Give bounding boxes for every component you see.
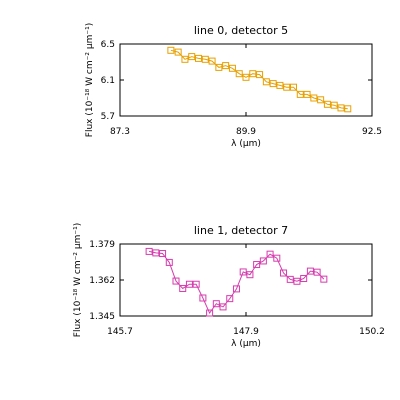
data-point-marker (310, 94, 318, 102)
data-point-marker (280, 269, 288, 277)
data-point-marker (317, 96, 325, 104)
data-point-marker (201, 55, 209, 63)
data-point-marker (192, 280, 200, 288)
data-point-marker (239, 268, 247, 276)
chart-panel-detector-7: line 1, detector 7 1.379 1.362 1.345 145… (73, 223, 385, 349)
y-axis-label: Flux (10⁻¹⁸ W cm⁻² μm⁻¹) (85, 23, 95, 137)
data-point-marker (330, 101, 338, 109)
x-axis-label: λ (μm) (231, 139, 261, 149)
data-point-marker (215, 63, 223, 71)
y-tick-label: 6.1 (101, 76, 115, 86)
data-point-marker (344, 105, 352, 113)
y-tick-label: 1.362 (89, 276, 115, 286)
data-point-marker (188, 53, 196, 61)
chart-title: line 1, detector 7 (194, 224, 288, 237)
data-point-marker (286, 275, 294, 283)
data-point-marker (266, 250, 274, 258)
data-point-marker (206, 309, 214, 317)
series-marks (119, 243, 373, 317)
data-point-marker (313, 268, 321, 276)
y-tick-label: 1.345 (89, 312, 115, 322)
data-point-marker (306, 267, 314, 275)
y-tick-label: 5.7 (101, 112, 115, 122)
y-axis-label: Flux (10⁻¹⁸ W cm⁻² μm⁻¹) (73, 223, 83, 337)
data-point-marker (179, 284, 187, 292)
data-point-marker (273, 254, 281, 262)
chart-title: line 0, detector 5 (194, 24, 288, 37)
series-line (170, 49, 348, 110)
plot-frame (119, 243, 373, 317)
series-line (149, 250, 325, 315)
data-point-marker (300, 275, 308, 283)
data-point-marker (212, 300, 220, 308)
series-marks (119, 43, 373, 117)
x-axis-label: λ (μm) (231, 339, 261, 349)
data-point-marker (226, 295, 234, 303)
x-tick-label: 150.2 (359, 327, 385, 337)
data-point-marker (242, 73, 250, 81)
data-point-marker (259, 257, 267, 265)
x-tick-label: 89.9 (236, 127, 256, 137)
data-point-marker (181, 55, 189, 63)
data-point-marker (253, 261, 261, 269)
y-tick-label: 6.5 (101, 40, 115, 50)
data-point-marker (232, 285, 240, 293)
data-point-marker (219, 303, 227, 311)
data-point-marker (199, 294, 207, 302)
data-point-marker (185, 280, 193, 288)
data-point-marker (276, 81, 284, 89)
data-point-marker (222, 62, 230, 70)
data-point-marker (172, 277, 180, 285)
data-point-marker (152, 249, 160, 257)
data-point-marker (235, 70, 243, 78)
data-point-marker (167, 46, 175, 54)
x-tick-label: 92.5 (362, 127, 382, 137)
data-point-marker (256, 71, 264, 79)
data-point-marker (262, 78, 270, 86)
data-point-marker (303, 90, 311, 98)
data-point-marker (289, 83, 297, 91)
data-point-marker (228, 64, 236, 72)
data-point-marker (249, 70, 257, 78)
data-point-marker (174, 48, 182, 56)
x-tick-label: 147.9 (233, 327, 259, 337)
data-point-marker (269, 80, 277, 88)
data-point-marker (246, 271, 254, 279)
x-tick-label: 87.3 (110, 127, 130, 137)
data-point-marker (323, 100, 331, 108)
chart-panel-detector-5: line 0, detector 5 6.5 6.1 5.7 87.3 89.9… (85, 23, 382, 149)
data-point-marker (165, 258, 173, 266)
data-point-marker (337, 104, 345, 112)
data-point-marker (195, 54, 203, 62)
data-point-marker (296, 90, 304, 98)
data-point-marker (293, 277, 301, 285)
data-point-marker (159, 250, 167, 258)
y-tick-label: 1.379 (89, 240, 115, 250)
data-point-marker (283, 83, 291, 91)
data-point-marker (208, 57, 216, 65)
data-point-marker (320, 275, 328, 283)
data-point-marker (145, 247, 153, 255)
x-tick-label: 145.7 (107, 327, 133, 337)
